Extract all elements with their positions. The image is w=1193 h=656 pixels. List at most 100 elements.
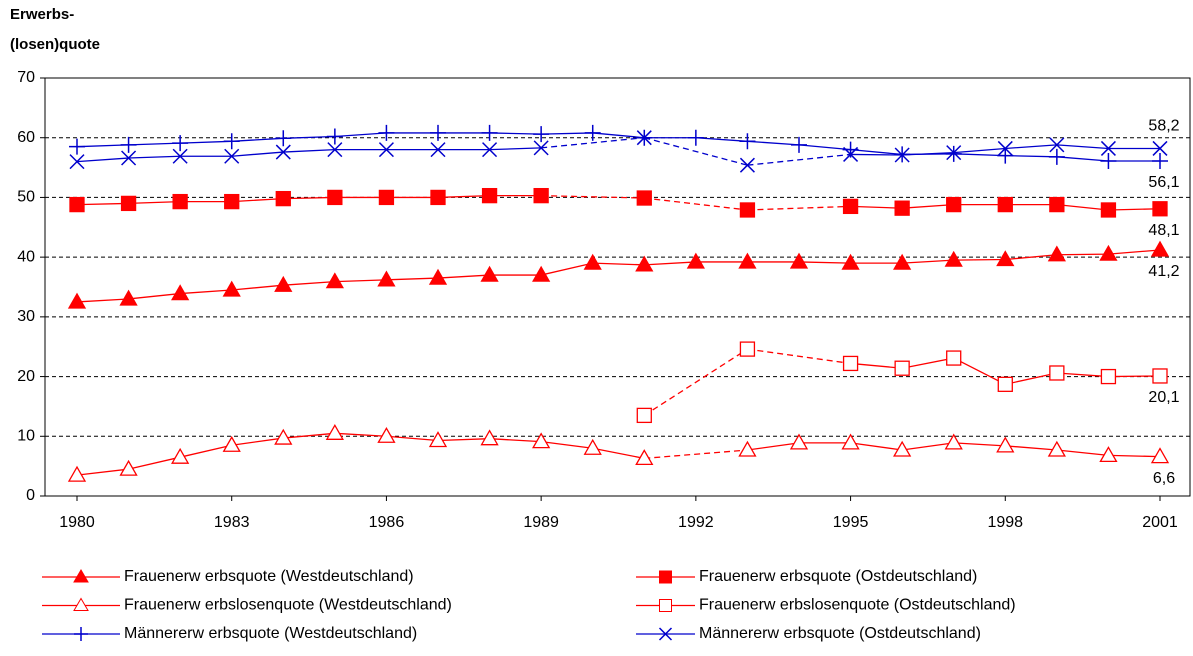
marker [1049, 365, 1065, 381]
marker [223, 133, 240, 150]
marker [945, 145, 962, 162]
marker [583, 438, 602, 455]
marker [120, 136, 137, 153]
marker [1049, 196, 1065, 213]
legend-marker [658, 627, 673, 641]
series [636, 341, 1168, 424]
marker [224, 148, 240, 164]
marker [378, 189, 395, 206]
marker [1150, 447, 1170, 464]
marker [636, 190, 652, 206]
marker [533, 126, 550, 143]
marker [893, 253, 912, 270]
marker [739, 133, 756, 150]
marker [172, 148, 188, 164]
data-label: 20,1 [1148, 389, 1179, 406]
marker [686, 252, 705, 269]
legend-item: Frauenerw erbsquote (Ostdeutschland) [636, 568, 977, 585]
marker [894, 360, 910, 376]
marker [996, 436, 1015, 453]
marker [1100, 368, 1117, 385]
marker [378, 142, 394, 158]
marker [119, 459, 138, 476]
gap-bridge [643, 348, 748, 416]
marker [636, 407, 652, 424]
marker [997, 376, 1013, 392]
marker [1099, 446, 1118, 463]
marker [789, 252, 809, 269]
marker [1152, 368, 1168, 384]
x-tick-label: 1980 [59, 514, 95, 531]
marker [791, 136, 807, 153]
marker [481, 187, 498, 204]
line [76, 194, 542, 206]
marker [843, 146, 859, 162]
data-label: 48,1 [1148, 222, 1179, 239]
marker [1100, 202, 1117, 218]
line [76, 147, 542, 163]
marker [274, 428, 293, 445]
y-tick-label: 40 [17, 248, 35, 265]
marker [1100, 153, 1117, 170]
marker [1047, 440, 1066, 457]
marker [119, 289, 138, 306]
y-tick-label: 10 [17, 428, 35, 445]
marker [1100, 140, 1116, 156]
gap-bridge [644, 449, 748, 460]
data-label: 58,2 [1148, 118, 1179, 135]
chart-title: (losen)quote [10, 36, 100, 53]
line [76, 432, 645, 476]
marker [997, 196, 1013, 213]
marker [67, 465, 87, 482]
marker [944, 433, 963, 450]
marker [894, 200, 910, 216]
data-label: 41,2 [1148, 263, 1179, 280]
marker [69, 154, 85, 170]
marker [325, 423, 344, 440]
legend-marker [74, 627, 88, 641]
marker [635, 255, 654, 272]
legend-item: Frauenerw erbslosenquote (Westdeutschlan… [42, 597, 452, 614]
legend-item: Frauenerw erbslosenquote (Ostdeutschland… [636, 597, 1016, 614]
legend-label: Frauenerw erbsquote (Ostdeutschland) [699, 568, 977, 585]
marker [1047, 245, 1066, 262]
marker [738, 440, 757, 457]
gap-bridge [644, 197, 748, 211]
x-tick-label: 1986 [369, 514, 405, 531]
marker [739, 157, 755, 173]
marker [69, 196, 85, 213]
marker [946, 196, 962, 213]
legend-marker [73, 569, 89, 583]
gap-bridge [747, 348, 851, 365]
marker [69, 138, 85, 155]
marker [944, 250, 963, 267]
y-tick-label: 30 [17, 308, 35, 325]
legend-label: Frauenerw erbslosenquote (Ostdeutschland… [699, 597, 1016, 614]
marker [377, 270, 396, 287]
x-tick-label: 1983 [214, 514, 250, 531]
gap-bridge [747, 153, 851, 166]
marker [636, 130, 652, 146]
marker [222, 280, 241, 297]
marker [224, 193, 240, 210]
marker [1152, 140, 1168, 156]
series [69, 187, 1168, 218]
marker [789, 433, 809, 450]
legend-item: Frauenerw erbsquote (Westdeutschland) [42, 568, 414, 585]
marker [1152, 153, 1168, 170]
series [67, 240, 1170, 309]
marker [275, 130, 292, 147]
marker [275, 144, 291, 160]
marker [327, 142, 343, 158]
marker [430, 124, 446, 141]
data-label: 6,6 [1153, 470, 1175, 487]
marker [1049, 137, 1065, 153]
line [76, 249, 1161, 303]
marker [946, 350, 962, 366]
plot-frame [44, 77, 1191, 497]
marker [533, 140, 549, 156]
marker [481, 124, 498, 141]
marker [480, 265, 499, 282]
marker [946, 145, 962, 161]
